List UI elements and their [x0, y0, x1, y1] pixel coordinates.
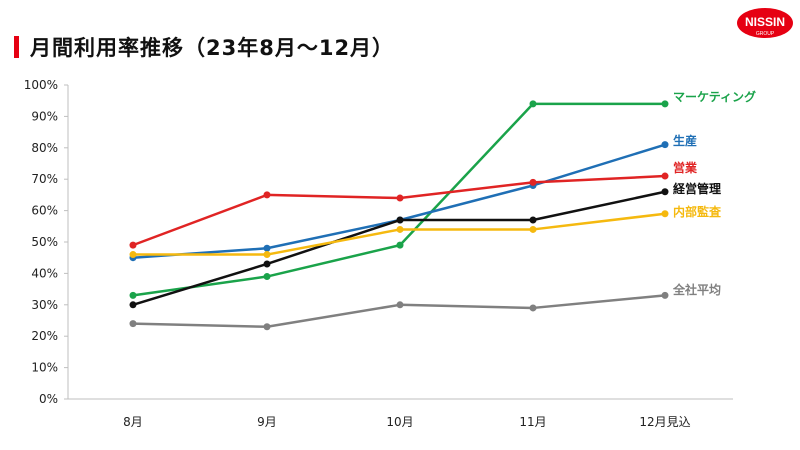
- series-label: 生産: [673, 133, 697, 148]
- data-point: [396, 241, 404, 249]
- nissin-logo: NISSIN GROUP: [737, 8, 793, 38]
- x-tick-label: 10月: [386, 415, 413, 429]
- page-title: 月間利用率推移（23年8月～12月）: [30, 36, 395, 60]
- y-tick-label: 20%: [31, 329, 58, 343]
- chart-axes: 0% 10% 20% 30% 40% 50% 60% 70% 80% 90% 100% 8月 9月 10月…: [24, 78, 733, 429]
- data-point: [263, 323, 271, 331]
- data-point: [263, 191, 271, 199]
- data-point: [129, 320, 137, 328]
- y-tick-label: 50%: [31, 235, 58, 249]
- y-tick-label: 80%: [31, 141, 58, 155]
- series-label: 全社平均: [672, 282, 721, 297]
- data-point: [661, 291, 669, 299]
- logo-text: NISSIN: [745, 15, 785, 29]
- data-point: [263, 260, 271, 268]
- data-point: [529, 304, 537, 312]
- y-tick-label: 60%: [31, 204, 58, 218]
- x-tick-label: 9月: [257, 415, 277, 429]
- x-tick-label: 8月: [123, 415, 143, 429]
- data-point: [129, 301, 137, 309]
- x-tick-label: 12月見込: [639, 415, 690, 429]
- y-tick-label: 90%: [31, 109, 58, 123]
- series-label: 経営管理: [673, 181, 721, 196]
- data-point: [661, 141, 669, 149]
- y-tick-label: 40%: [31, 266, 58, 280]
- data-point: [263, 244, 271, 252]
- data-point: [396, 301, 404, 309]
- data-point: [129, 291, 137, 299]
- chart-series: [129, 100, 669, 331]
- data-point: [129, 241, 137, 249]
- series-label: 営業: [673, 160, 698, 175]
- data-point: [661, 188, 669, 196]
- title-accent-bar: [14, 36, 19, 58]
- series-line: [132, 294, 666, 329]
- series-line: [132, 174, 666, 247]
- data-point: [661, 100, 669, 108]
- y-tick-label: 10%: [31, 361, 58, 375]
- data-point: [129, 251, 137, 259]
- y-tick-label: 100%: [24, 78, 58, 92]
- logo-subtext: GROUP: [756, 31, 775, 37]
- data-point: [263, 251, 271, 259]
- series-label: 内部監査: [673, 204, 722, 219]
- x-tick-label: 11月: [519, 415, 546, 429]
- data-point: [661, 172, 669, 180]
- data-point: [396, 194, 404, 202]
- data-point: [661, 210, 669, 218]
- data-point: [529, 178, 537, 186]
- y-tick-label: 0%: [39, 392, 58, 406]
- data-point: [263, 273, 271, 281]
- data-point: [396, 216, 404, 224]
- logo-badge: [737, 8, 793, 38]
- data-point: [529, 100, 537, 108]
- data-point: [529, 225, 537, 233]
- y-tick-label: 30%: [31, 298, 58, 312]
- y-tick-label: 70%: [31, 172, 58, 186]
- data-point: [396, 225, 404, 233]
- data-point: [529, 216, 537, 224]
- series-label: マーケティング: [673, 89, 756, 104]
